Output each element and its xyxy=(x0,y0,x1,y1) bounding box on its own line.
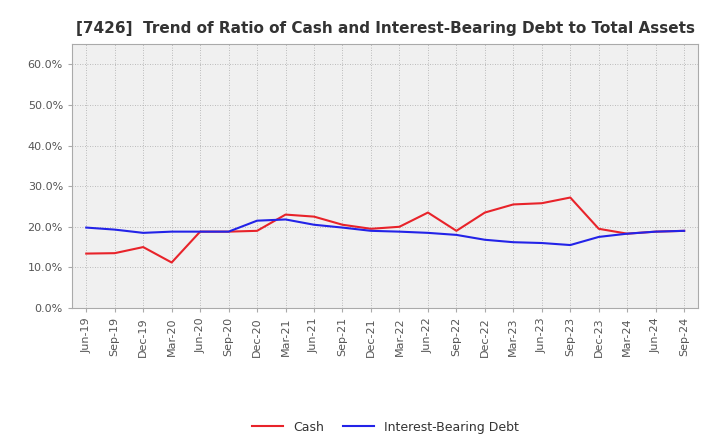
Interest-Bearing Debt xyxy=(167,229,176,234)
Interest-Bearing Debt xyxy=(537,240,546,246)
Interest-Bearing Debt xyxy=(566,242,575,248)
Cash xyxy=(82,251,91,256)
Cash xyxy=(366,226,375,231)
Cash xyxy=(509,202,518,207)
Cash xyxy=(480,210,489,215)
Interest-Bearing Debt xyxy=(623,231,631,236)
Interest-Bearing Debt xyxy=(310,222,318,227)
Interest-Bearing Debt xyxy=(652,229,660,234)
Cash xyxy=(566,195,575,200)
Interest-Bearing Debt xyxy=(509,239,518,245)
Interest-Bearing Debt xyxy=(423,230,432,235)
Cash xyxy=(652,229,660,234)
Interest-Bearing Debt xyxy=(139,230,148,235)
Interest-Bearing Debt xyxy=(452,232,461,238)
Cash xyxy=(395,224,404,229)
Interest-Bearing Debt xyxy=(366,228,375,234)
Cash xyxy=(110,250,119,256)
Title: [7426]  Trend of Ratio of Cash and Interest-Bearing Debt to Total Assets: [7426] Trend of Ratio of Cash and Intere… xyxy=(76,21,695,36)
Legend: Cash, Interest-Bearing Debt: Cash, Interest-Bearing Debt xyxy=(247,416,523,439)
Interest-Bearing Debt xyxy=(196,229,204,234)
Cash xyxy=(595,226,603,231)
Interest-Bearing Debt xyxy=(595,234,603,239)
Interest-Bearing Debt xyxy=(253,218,261,224)
Interest-Bearing Debt xyxy=(82,225,91,230)
Interest-Bearing Debt xyxy=(282,217,290,222)
Cash xyxy=(282,212,290,217)
Cash xyxy=(225,229,233,234)
Line: Cash: Cash xyxy=(86,198,684,263)
Cash xyxy=(623,231,631,236)
Cash xyxy=(680,228,688,234)
Interest-Bearing Debt xyxy=(680,228,688,234)
Cash xyxy=(537,201,546,206)
Cash xyxy=(253,228,261,234)
Interest-Bearing Debt xyxy=(225,229,233,234)
Interest-Bearing Debt xyxy=(480,237,489,242)
Cash xyxy=(338,222,347,227)
Interest-Bearing Debt xyxy=(110,227,119,232)
Cash xyxy=(139,245,148,250)
Line: Interest-Bearing Debt: Interest-Bearing Debt xyxy=(86,220,684,245)
Cash xyxy=(167,260,176,265)
Cash xyxy=(196,229,204,234)
Cash xyxy=(310,214,318,219)
Cash xyxy=(452,228,461,234)
Interest-Bearing Debt xyxy=(338,225,347,230)
Interest-Bearing Debt xyxy=(395,229,404,234)
Cash xyxy=(423,210,432,215)
